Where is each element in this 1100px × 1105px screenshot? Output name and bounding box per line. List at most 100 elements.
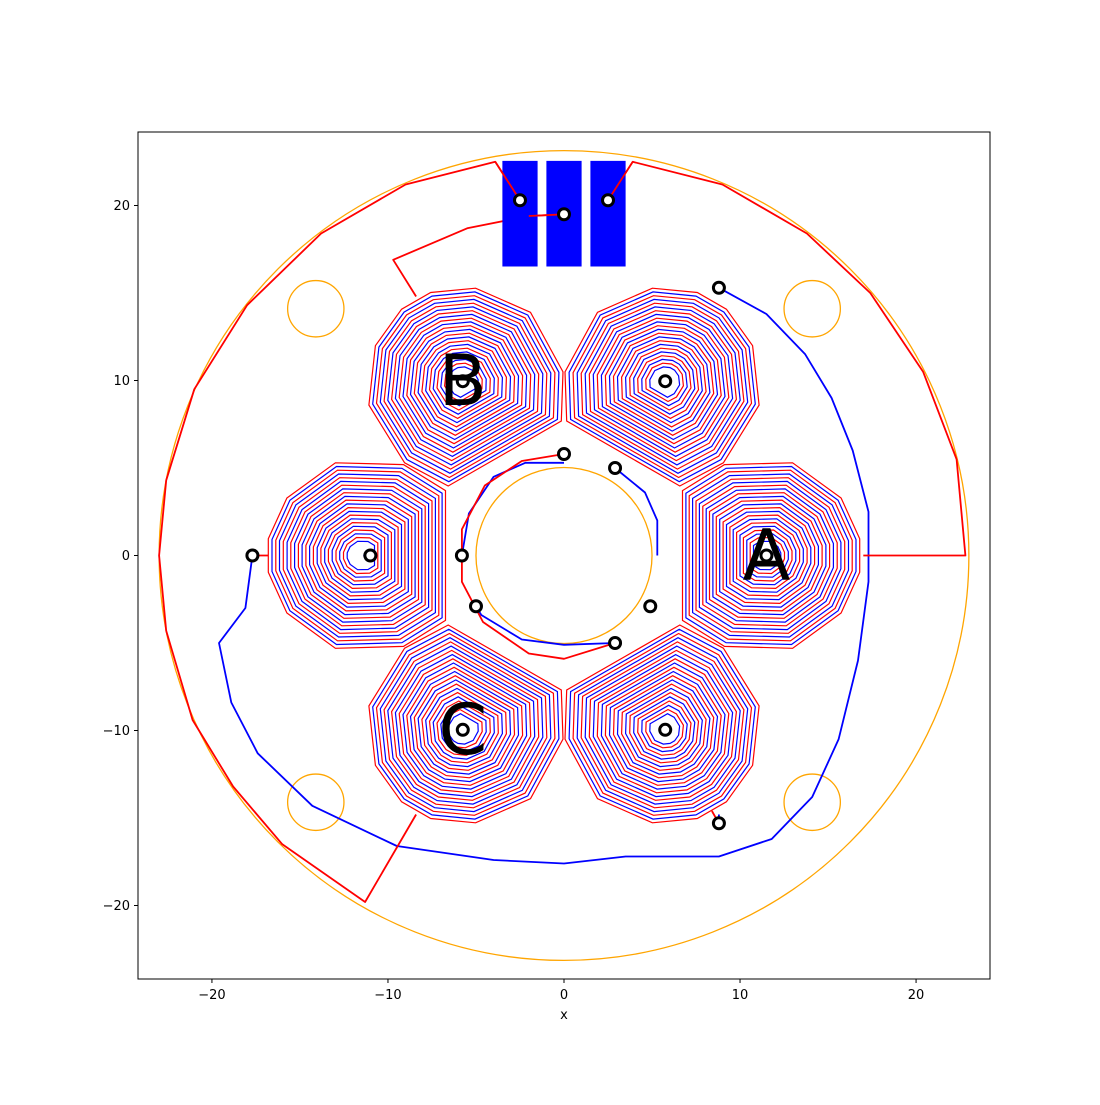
connector-pad (590, 160, 626, 267)
coil-turn-red (406, 666, 524, 786)
blue-trace (614, 467, 659, 556)
coil-turn-red (688, 469, 853, 642)
via (363, 548, 378, 563)
coil-turn-blue (705, 488, 835, 623)
via (608, 461, 623, 475)
via (468, 599, 483, 614)
coil-turn-blue (725, 510, 812, 601)
coil-turn-red (580, 302, 745, 470)
coil-turn-blue (584, 306, 741, 466)
coil-turn-blue (592, 653, 734, 798)
coil-turn-red (443, 708, 483, 749)
coil-turn-red (398, 658, 532, 794)
coil-turn-red (580, 641, 745, 809)
coil-turn-red (749, 536, 786, 575)
via (557, 207, 571, 222)
coil-turn-red (383, 641, 548, 809)
coil-turn-blue (387, 306, 544, 466)
coil-turn-blue (301, 495, 416, 616)
coil-turn-blue (372, 628, 560, 820)
coil-turn-red (428, 691, 499, 764)
coil-turn-blue (309, 503, 409, 608)
coil-turn-blue (286, 480, 430, 631)
coil-turn-blue (331, 525, 389, 586)
coil-turn-red (572, 295, 753, 479)
via (512, 193, 527, 208)
coil-turn-red (604, 325, 722, 445)
coil-turn-blue (324, 518, 396, 593)
coil (267, 462, 447, 649)
via (711, 816, 726, 831)
coil-turn-blue (278, 473, 436, 638)
coil-turn-red (702, 484, 838, 627)
x-tick-label: 10 (732, 988, 749, 1003)
connector-pad (502, 160, 538, 267)
coil-turn-blue (641, 704, 688, 753)
coil-turn-red (695, 477, 846, 634)
coil-turn-red (390, 649, 540, 801)
coil-turn-red (637, 700, 692, 756)
coil-turn-red (390, 310, 540, 462)
coil-turn-red (572, 632, 753, 816)
coil-turn-blue (568, 628, 756, 820)
coil-turn-red (335, 529, 386, 582)
via (643, 599, 658, 614)
x-axis: −20 −10 0 10 20 (198, 979, 924, 1003)
coil-turn-red (742, 529, 793, 582)
coil-turn-red (421, 683, 508, 771)
coil-turn-blue (691, 473, 850, 638)
coil-turn-red (612, 332, 715, 436)
via (454, 548, 469, 563)
coil-turn-blue (440, 358, 487, 407)
coil-turn-blue (402, 321, 528, 449)
coil-turn-red (368, 287, 564, 487)
coil-turn-red (297, 492, 420, 619)
coil-turn-red (629, 347, 700, 420)
coil-turn-blue (372, 291, 560, 483)
coil-turn-blue (425, 687, 504, 768)
coil-turn-blue (417, 336, 512, 432)
coil-turn-blue (616, 679, 711, 775)
coil-turn-red (729, 514, 808, 597)
y-tick-label: −10 (103, 724, 130, 739)
coil-turn-blue (432, 351, 495, 415)
mounting-hole (286, 279, 345, 338)
y-axis: −20 −10 0 10 20 (103, 199, 138, 914)
coil-turn-blue (600, 662, 726, 790)
coil-turn-red (413, 675, 516, 779)
coil-turn-red (383, 302, 548, 470)
coil (564, 287, 760, 487)
coil-turn-red (398, 317, 532, 453)
coil-turn-blue (394, 313, 536, 458)
coil-turn-blue (346, 540, 376, 571)
coil-turn-red (421, 340, 508, 428)
coil-turn-blue (584, 645, 741, 805)
via (608, 636, 623, 650)
blue-trace (461, 461, 564, 556)
coil-turn-blue (712, 495, 827, 616)
coil-turn-red (612, 675, 715, 779)
mounting-hole (783, 279, 842, 338)
coil-turn-blue (752, 540, 782, 571)
coil-turn-blue (447, 713, 479, 745)
coil-turn-red (715, 499, 823, 612)
coil-turn-blue (576, 637, 749, 813)
y-tick-label: 0 (122, 549, 130, 564)
coil-turn-blue (746, 533, 789, 578)
coil-turn-blue (698, 480, 842, 631)
blue-trace (218, 287, 870, 865)
coil-turn-red (305, 499, 413, 612)
y-tick-label: 20 (113, 199, 130, 214)
coil-turn-blue (432, 696, 495, 760)
via (557, 447, 571, 461)
coil-turn-blue (633, 696, 696, 760)
coil-turn-blue (608, 670, 719, 783)
coil-turn-blue (409, 670, 520, 783)
mounting-hole (286, 773, 345, 832)
plot-area: A B C (158, 149, 970, 962)
coil-turn-red (375, 632, 556, 816)
coil-turn-blue (387, 645, 544, 805)
coil-turn-blue (616, 336, 711, 432)
coil-turn-red (342, 536, 379, 575)
coil-turn-blue (440, 704, 487, 753)
